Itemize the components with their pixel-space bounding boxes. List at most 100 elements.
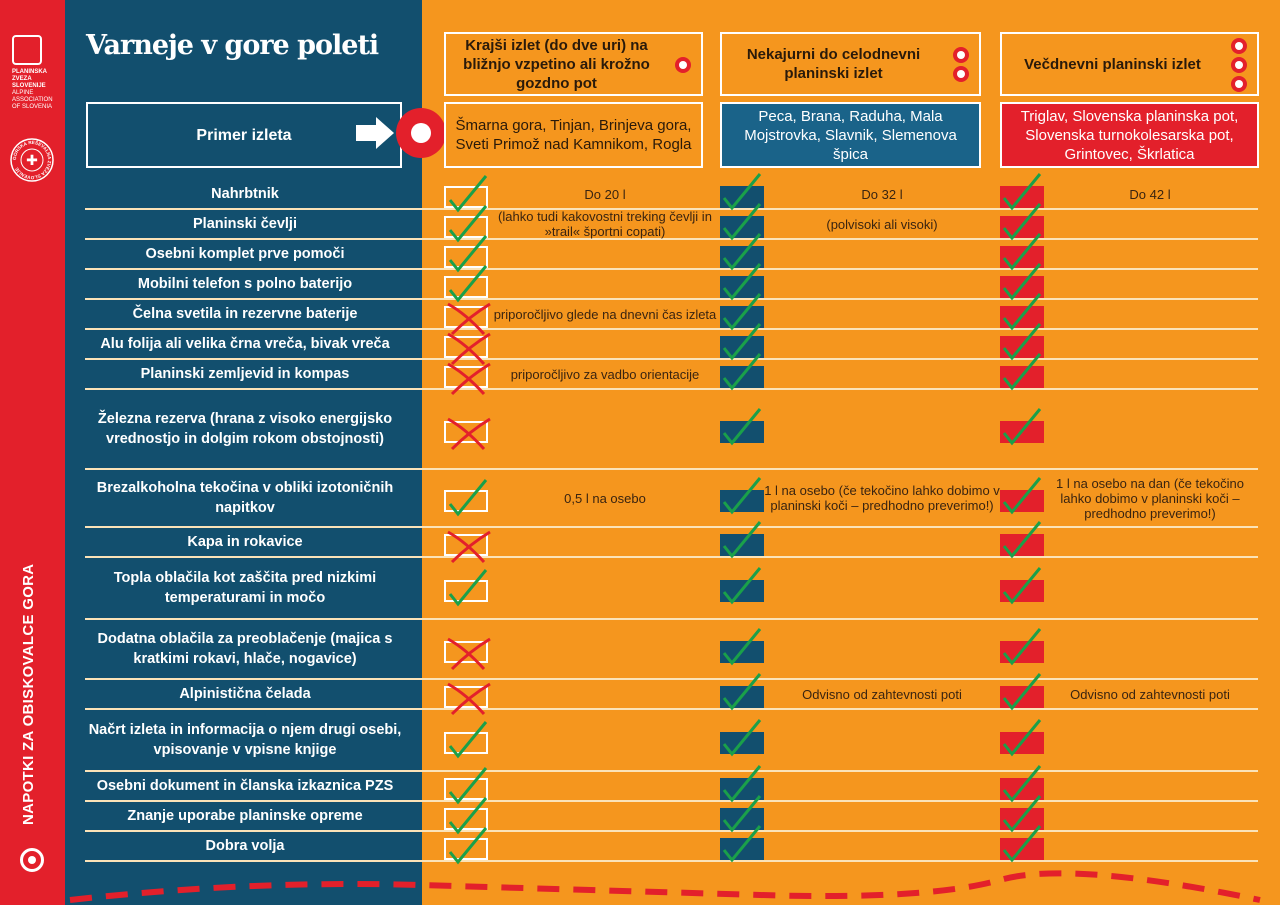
item-label: Čelna svetila in rezervne baterije [132, 306, 358, 322]
item-note [764, 772, 1000, 800]
check-icon [720, 477, 764, 515]
difficulty-dot-icon [1231, 75, 1247, 92]
item-note: Do 42 l [1129, 186, 1171, 202]
check-icon [444, 797, 488, 835]
item-note [490, 558, 720, 618]
table-row: Topla oblačila kot zaščita pred nizkimi … [85, 558, 1258, 620]
item-note [764, 620, 1000, 678]
item-note [1042, 300, 1258, 328]
item-label: Znanje uporabe planinske opreme [127, 808, 363, 824]
logo-line: PLANINSKA [12, 69, 48, 75]
check-icon [720, 795, 764, 833]
table-row: Osebni dokument in članska izkaznica PZS [85, 765, 1258, 805]
check-icon [1000, 567, 1044, 605]
cross-icon [444, 332, 491, 366]
difficulty-dot-icon [953, 66, 969, 82]
item-note [764, 802, 1000, 830]
item-note [764, 832, 1000, 860]
item-note: priporočljivo za vadbo orientacije [510, 366, 700, 382]
table-row: Dodatna oblačila za preoblačenje (majica… [85, 620, 1258, 680]
check-icon [720, 353, 764, 391]
table-row: Nahrbtnik Do 20 l Do 32 l Do 42 l [85, 173, 1258, 213]
item-note: 0,5 l na osebo [564, 490, 646, 506]
check-icon [444, 569, 488, 607]
check-icon [1000, 795, 1044, 833]
item-note [764, 270, 1000, 298]
check-icon [720, 719, 764, 757]
item-label: Osebni dokument in članska izkaznica PZS [96, 778, 394, 794]
item-note [490, 330, 720, 358]
logo-line: OF SLOVENIA [12, 104, 53, 110]
item-note [490, 680, 720, 708]
check-icon [1000, 263, 1044, 301]
table-row: Alpinistična čelada Odvisno od zahtevnost… [85, 673, 1258, 716]
logo-line: ZVEZA [12, 76, 32, 82]
check-icon [444, 721, 488, 759]
item-label: Alu folija ali velika črna vreča, bivak … [100, 336, 390, 352]
category-header-3: Večdnevni planinski izlet [1000, 32, 1259, 96]
rescue-logo: GORSKA REŠEVALNA ZVEZA SLOVENIJE ✚ [10, 138, 54, 182]
item-note: 1 l na osebo na dan (če tekočino lahko d… [1056, 475, 1244, 521]
cross-icon [444, 682, 491, 716]
check-icon [720, 521, 764, 559]
item-note [764, 710, 1000, 770]
item-note [1042, 270, 1258, 298]
item-note [490, 620, 720, 678]
table-row: Kapa in rokavice [85, 521, 1258, 564]
target-marker-icon [396, 108, 446, 158]
category-header-1: Krajši izlet (do dve uri) na bližnjo vzp… [444, 32, 703, 96]
check-icon [1000, 408, 1044, 446]
item-note [1042, 390, 1258, 468]
check-icon [1000, 233, 1044, 271]
item-note [1042, 360, 1258, 388]
check-icon [444, 175, 488, 213]
item-note [764, 300, 1000, 328]
category-title: Nekajurni do celodnevni planinski izlet [746, 46, 921, 82]
check-icon [1000, 173, 1044, 211]
item-label: Nahrbtnik [211, 186, 279, 202]
check-icon [720, 765, 764, 803]
item-note [1042, 210, 1258, 238]
cross-icon [444, 417, 491, 451]
item-note [1042, 772, 1258, 800]
item-note [764, 528, 1000, 556]
item-label: Brezalkoholna tekočina v obliki izotonič… [96, 480, 394, 516]
item-note [1042, 240, 1258, 268]
item-note [764, 558, 1000, 618]
difficulty-dot-icon [1231, 56, 1247, 73]
category-example-2: Peca, Brana, Raduha, Mala Mojstrovka, Sl… [720, 102, 981, 168]
vertical-title: NAPOTKI ZA OBISKOVALCE GORA [20, 563, 37, 825]
item-note [1042, 620, 1258, 678]
dashed-trail-line [69, 870, 1261, 903]
logo-line: ASSOCIATION [12, 97, 53, 103]
table-row: Čelna svetila in rezervne baterije pripor… [85, 293, 1258, 336]
item-note [490, 240, 720, 268]
example-text: Šmarna gora, Tinjan, Brinjeva gora, Svet… [455, 117, 692, 153]
check-icon [720, 173, 764, 211]
item-label: Topla oblačila kot zaščita pred nizkimi … [113, 570, 377, 606]
check-icon [1000, 203, 1044, 241]
item-note [1042, 330, 1258, 358]
item-note: Do 32 l [861, 186, 903, 202]
category-header-2: Nekajurni do celodnevni planinski izlet [720, 32, 981, 96]
example-text: Triglav, Slovenska planinska pot, Sloven… [1020, 107, 1239, 163]
item-note [490, 832, 720, 860]
item-label: Alpinistična čelada [179, 686, 311, 702]
item-note [1042, 832, 1258, 860]
item-note [490, 802, 720, 830]
difficulty-dot-icon [675, 56, 691, 73]
pzs-logo: PLANINSKA ZVEZA SLOVENIJE ALPINE ASSOCIA… [12, 35, 53, 111]
logo-line: ALPINE [12, 90, 34, 96]
difficulty-dot-icon [953, 47, 969, 63]
table-row: Železna rezerva (hrana z visoko energijs… [85, 390, 1258, 470]
item-label: Planinski čevlji [193, 216, 297, 232]
item-note [490, 772, 720, 800]
check-icon [444, 235, 488, 273]
item-note [764, 240, 1000, 268]
check-icon [444, 767, 488, 805]
check-icon [720, 323, 764, 361]
page-title: Varneje v gore poleti [86, 30, 379, 61]
check-icon [1000, 673, 1044, 711]
check-icon [720, 673, 764, 711]
item-note [764, 330, 1000, 358]
